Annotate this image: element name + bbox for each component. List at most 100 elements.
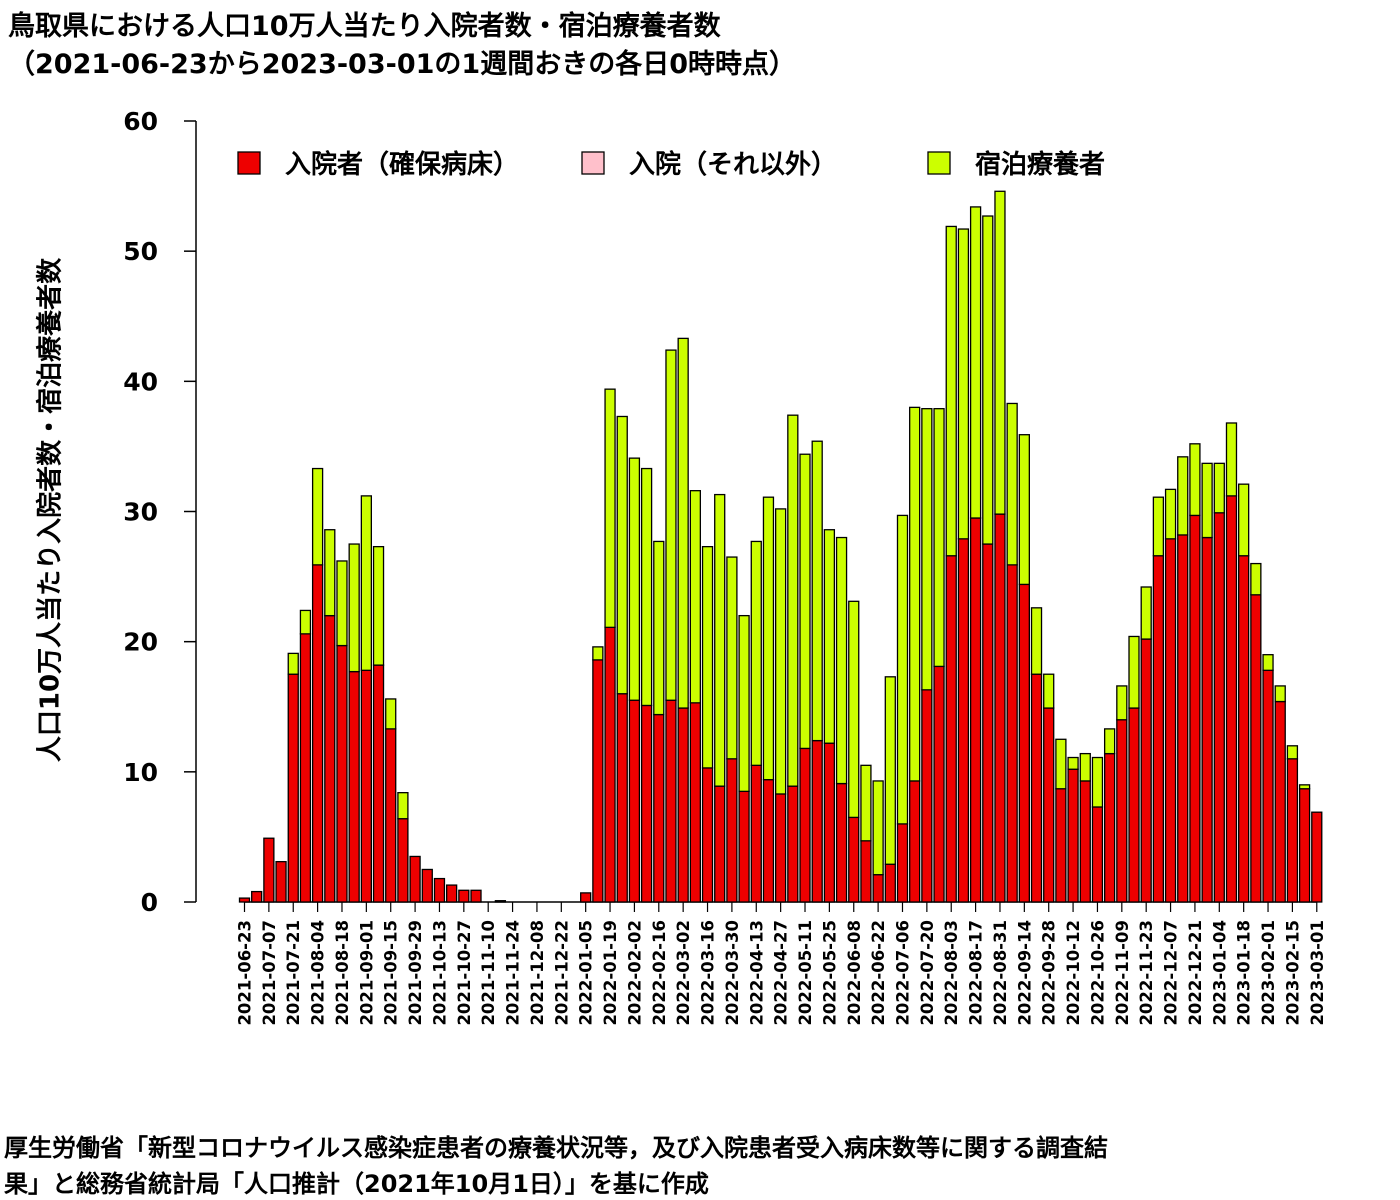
bar-segment-series-2 xyxy=(1128,635,1140,709)
source-note-line2: 果」と総務省統計局「人口推計（2021年10月1日）」を基に作成 xyxy=(4,1170,709,1198)
x-tick-label: 2022-10-26 xyxy=(1088,920,1107,1026)
bar-segment-series-2 xyxy=(1213,462,1225,514)
bar-segment-series-0 xyxy=(1018,583,1030,903)
bar-segment-series-0 xyxy=(336,644,348,903)
bar-segment-series-2 xyxy=(714,493,726,787)
chart-title: 鳥取県における人口10万人当たり入院者数・宿泊療養者数 xyxy=(8,11,721,42)
x-tick-label: 2023-02-15 xyxy=(1283,920,1302,1026)
bar-segment-series-0 xyxy=(1213,512,1225,903)
bar-segment-series-0 xyxy=(1201,536,1213,903)
bar-segment-series-0 xyxy=(604,626,616,903)
bar-segment-series-0 xyxy=(238,897,251,903)
y-tick-label: 60 xyxy=(123,107,158,136)
bar-segment-series-2 xyxy=(1152,496,1165,557)
legend-swatch xyxy=(581,151,605,175)
x-tick-label: 2021-09-15 xyxy=(382,920,401,1026)
bar-segment-series-2 xyxy=(336,560,348,647)
bar-segment-series-2 xyxy=(921,408,933,691)
bar-segment-series-2 xyxy=(311,467,324,566)
bar-segment-series-2 xyxy=(592,646,604,661)
x-tick-label: 2023-03-01 xyxy=(1308,920,1327,1026)
bar-segment-series-0 xyxy=(689,702,701,903)
bar-segment-series-0 xyxy=(799,747,811,903)
bar-segment-series-0 xyxy=(1043,707,1055,903)
x-tick-label: 2022-08-17 xyxy=(967,920,986,1026)
bar-segment-series-2 xyxy=(750,540,762,766)
legend-label: 宿泊療養者 xyxy=(975,149,1105,180)
bar-segment-series-2 xyxy=(1177,456,1189,536)
bar-segment-series-2 xyxy=(1006,402,1018,566)
bar-segment-series-0 xyxy=(677,707,689,903)
source-note-line1: 厚生労働省「新型コロナウイルス感染症患者の療養状況等，及び入院患者受入病床数等に… xyxy=(4,1134,1108,1162)
bar-segment-series-0 xyxy=(409,855,421,903)
bar-segment-series-0 xyxy=(1311,811,1323,903)
bar-segment-series-2 xyxy=(1286,745,1299,760)
x-tick-label: 2021-08-04 xyxy=(309,920,328,1026)
bar-segment-series-2 xyxy=(701,545,714,769)
legend-swatch xyxy=(237,151,261,175)
bar-segment-series-0 xyxy=(957,538,970,903)
y-tick-label: 0 xyxy=(141,888,158,917)
bar-segment-series-2 xyxy=(909,406,921,782)
bar-segment-series-0 xyxy=(275,860,287,903)
bar-segment-series-0 xyxy=(1140,638,1152,903)
bar-segment-series-2 xyxy=(774,508,787,795)
x-tick-label: 2022-03-30 xyxy=(723,920,742,1026)
legend-label: 入院者（確保病床） xyxy=(285,149,519,180)
bar-segment-series-0 xyxy=(1116,719,1128,903)
bar-segment-series-0 xyxy=(872,874,884,903)
bar-segment-series-0 xyxy=(640,704,653,903)
bar-segment-series-2 xyxy=(1067,756,1079,770)
bar-segment-series-0 xyxy=(701,767,714,903)
bar-segment-series-0 xyxy=(982,543,994,903)
bar-segment-series-2 xyxy=(628,457,641,701)
x-tick-label: 2021-06-23 xyxy=(236,920,255,1026)
bar-segment-series-0 xyxy=(311,564,324,903)
bar-segment-series-0 xyxy=(726,758,738,903)
x-tick-label: 2021-12-08 xyxy=(528,920,547,1026)
bar-segment-series-0 xyxy=(592,659,604,903)
bar-segment-series-0 xyxy=(299,633,312,903)
x-tick-label: 2021-09-29 xyxy=(406,920,425,1026)
bar-segment-series-2 xyxy=(787,414,799,787)
x-tick-label: 2022-03-16 xyxy=(699,920,718,1026)
bar-segment-series-2 xyxy=(372,545,385,666)
bar-segment-series-0 xyxy=(1164,538,1177,903)
x-tick-label: 2021-07-21 xyxy=(284,920,303,1026)
bar-segment-series-2 xyxy=(969,206,982,519)
x-tick-label: 2022-12-07 xyxy=(1162,920,1181,1026)
bar-segment-series-2 xyxy=(616,415,628,695)
chart-subtitle: （2021-06-23から2023-03-01の1週間おきの各日0時時点） xyxy=(8,49,796,80)
bar-segment-series-0 xyxy=(263,837,275,903)
bar-segment-series-0 xyxy=(1274,700,1286,903)
x-tick-label: 2022-09-28 xyxy=(1040,920,1059,1026)
bar-segment-series-2 xyxy=(299,609,312,635)
bar-segment-series-0 xyxy=(1006,564,1018,903)
bar-segment-series-2 xyxy=(1201,462,1213,539)
x-tick-label: 2021-10-13 xyxy=(430,920,449,1026)
bar-segment-series-2 xyxy=(665,349,677,701)
bar-segment-series-0 xyxy=(835,782,848,903)
bar-segment-series-0 xyxy=(458,889,470,903)
bar-segment-series-2 xyxy=(982,215,994,545)
bar-segment-series-2 xyxy=(1164,488,1177,540)
x-tick-label: 2022-07-20 xyxy=(918,920,937,1026)
bar-segment-series-2 xyxy=(348,543,360,673)
x-tick-label: 2022-09-14 xyxy=(1015,920,1034,1026)
x-tick-label: 2021-07-07 xyxy=(260,920,279,1026)
x-tick-label: 2022-07-06 xyxy=(893,920,912,1026)
bar-segment-series-0 xyxy=(360,669,373,903)
bar-segment-series-2 xyxy=(1140,586,1152,640)
bar-segment-series-0 xyxy=(787,785,799,903)
x-tick-label: 2022-06-08 xyxy=(845,920,864,1026)
x-tick-label: 2022-08-31 xyxy=(991,920,1010,1026)
bar-segment-series-0 xyxy=(1286,758,1299,903)
legend-swatch xyxy=(927,151,951,175)
x-tick-label: 2023-01-04 xyxy=(1210,920,1229,1026)
bar-segment-series-2 xyxy=(1225,422,1238,497)
bar-segment-series-2 xyxy=(1079,752,1091,782)
bar-segment-series-2 xyxy=(689,490,701,704)
bar-segment-series-0 xyxy=(580,892,592,903)
bar-segment-series-0 xyxy=(848,816,860,903)
bar-segment-series-0 xyxy=(1189,514,1201,903)
